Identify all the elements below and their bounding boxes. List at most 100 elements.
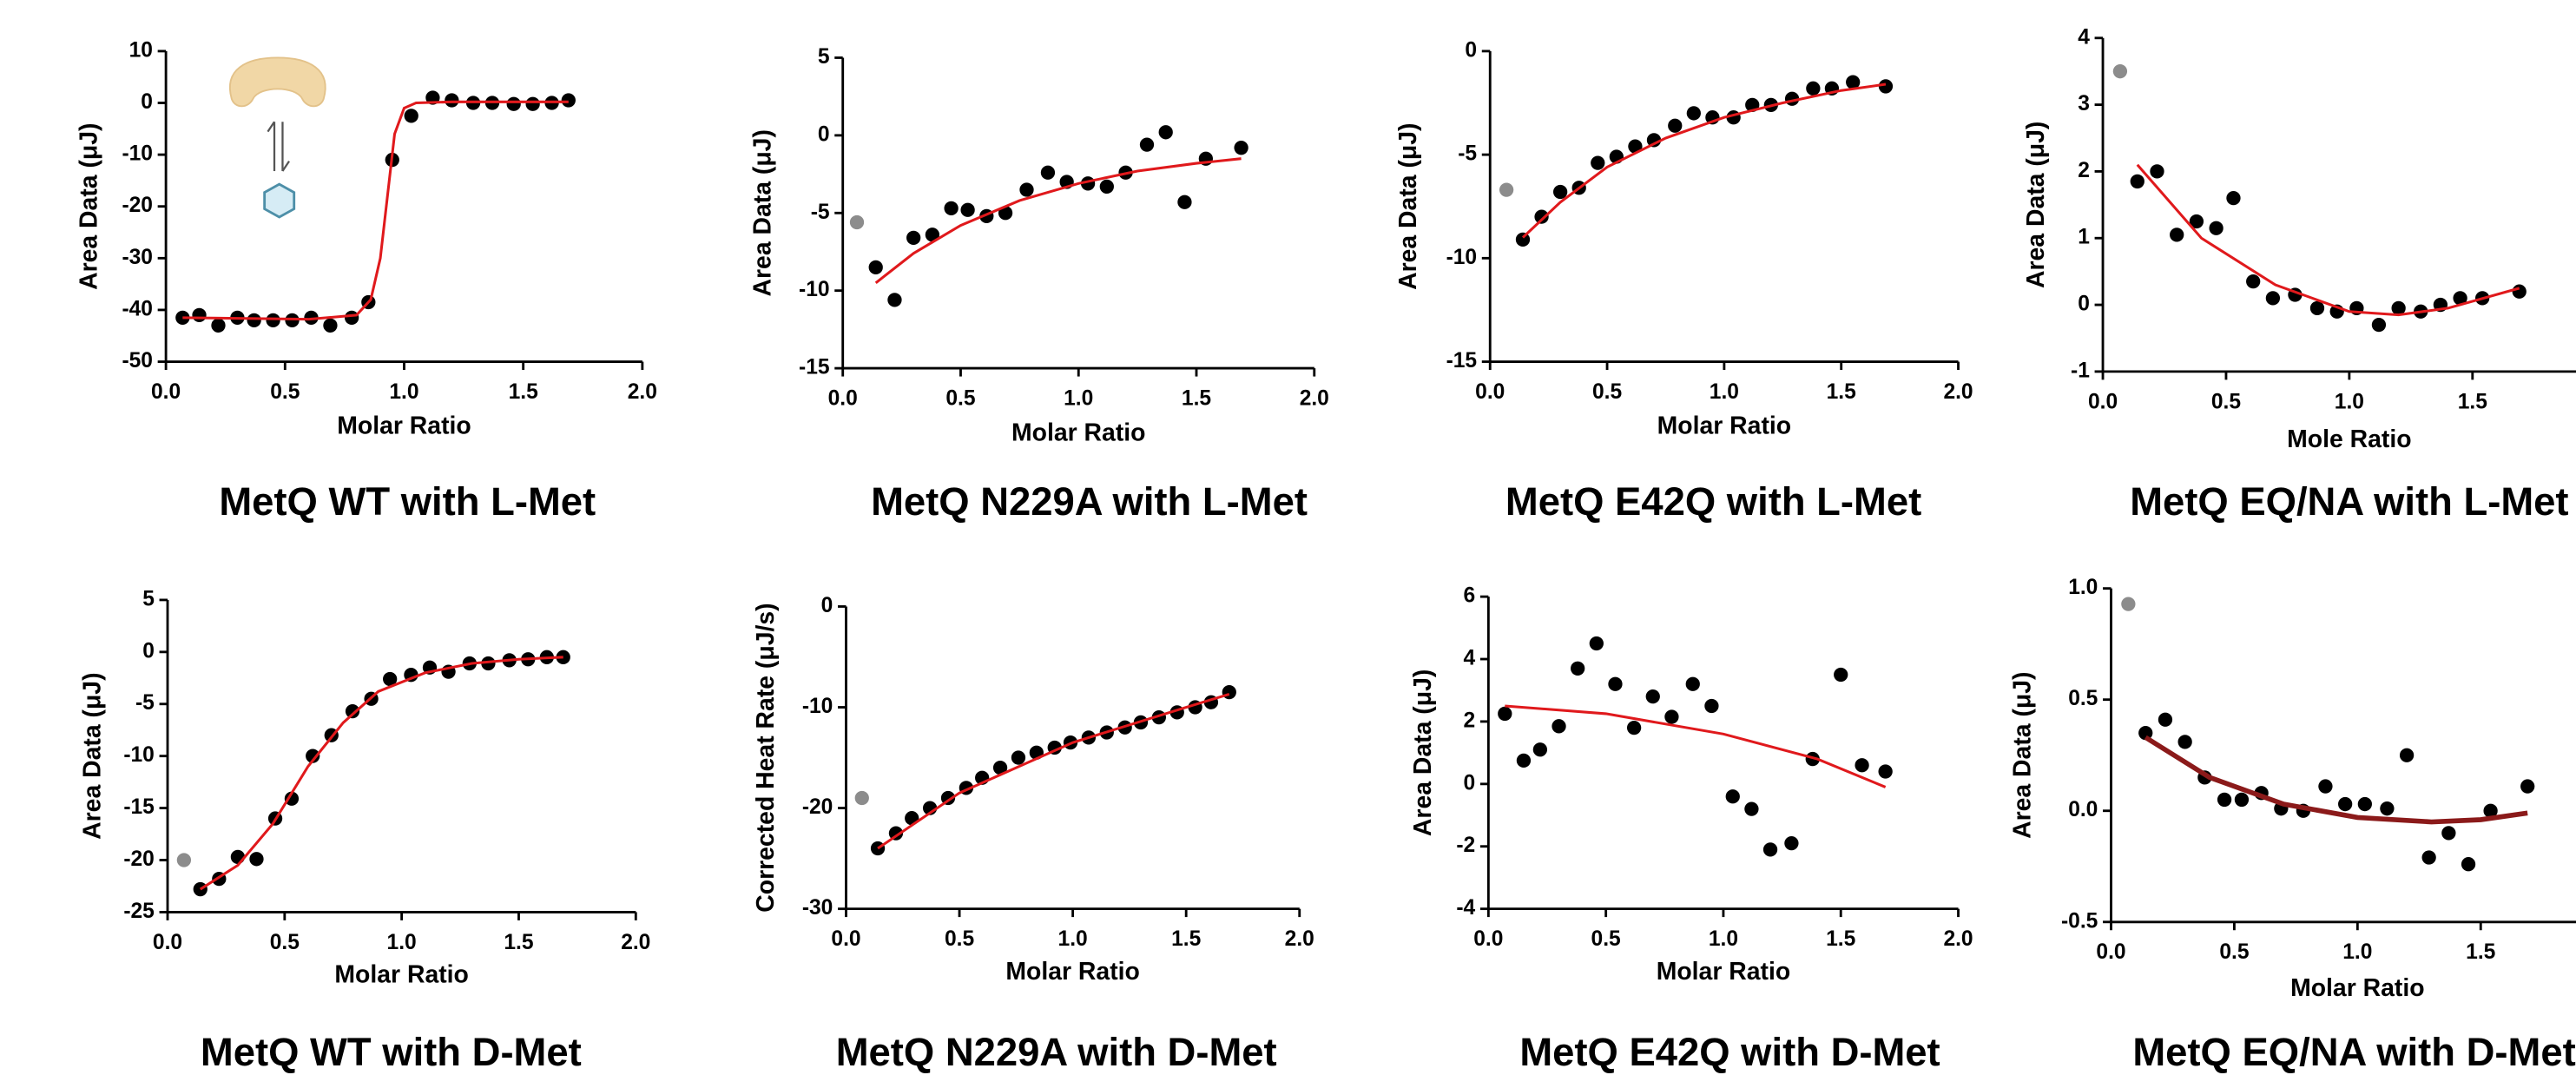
x-tick-label: 1.5 — [2466, 940, 2495, 964]
data-point — [344, 310, 359, 326]
y-tick-label: 6 — [1464, 584, 1476, 608]
y-tick-label: 2 — [1464, 709, 1476, 732]
data-point — [404, 109, 418, 123]
data-point — [1834, 667, 1848, 683]
data-point — [2209, 221, 2224, 235]
data-point — [1762, 842, 1778, 857]
fit-line — [182, 100, 569, 321]
y-tick-label: 4 — [2078, 25, 2090, 49]
data-point — [1515, 232, 1531, 247]
fit-line — [874, 157, 1242, 284]
x-axis-label: Molar Ratio — [2290, 974, 2425, 1002]
y-tick-label: -40 — [122, 297, 153, 320]
data-point — [1571, 661, 1585, 676]
ligand-shape — [263, 182, 296, 219]
y-tick-label: -5 — [1458, 142, 1477, 166]
data-point — [2520, 779, 2535, 794]
data-point — [2150, 164, 2164, 179]
x-axis-label: Molar Ratio — [1011, 419, 1146, 446]
data-point — [2217, 792, 2232, 808]
y-tick-label: -10 — [802, 695, 833, 718]
y-tick-label: 0 — [2078, 293, 2090, 316]
y-tick-label: -50 — [122, 349, 153, 373]
data-point — [506, 96, 521, 111]
chart-title: MetQ N229A with D-Met — [836, 1030, 1277, 1074]
data-point — [2380, 801, 2395, 816]
chart-title: MetQ WT with D-Met — [201, 1030, 582, 1074]
x-axis-label: Molar Ratio — [1657, 412, 1792, 440]
data-point — [176, 853, 192, 867]
data-point — [304, 310, 319, 326]
y-tick-label: 5 — [818, 45, 830, 69]
data-point — [1855, 758, 1869, 773]
data-point — [1645, 689, 1660, 704]
x-tick-label: 0.5 — [270, 931, 300, 954]
x-tick-label: 1.0 — [2335, 390, 2364, 413]
x-axis-label: Molar Ratio — [1657, 958, 1791, 986]
x-tick-label: 2.0 — [1285, 927, 1314, 951]
x-tick-label: 1.0 — [1710, 380, 1739, 404]
chart-title: MetQ E42Q with D-Met — [1519, 1030, 1940, 1074]
x-tick-label: 1.5 — [1182, 387, 1211, 411]
data-point — [445, 93, 459, 108]
y-axis-label: Area Data (μJ) — [2009, 672, 2037, 839]
data-point — [1664, 709, 1679, 724]
y-tick-label: 0 — [1465, 38, 1477, 62]
y-tick-label: -5 — [811, 201, 830, 224]
x-axis-label: Molar Ratio — [337, 412, 471, 440]
data-point — [249, 852, 264, 867]
data-point — [247, 313, 261, 327]
fit-line — [1505, 704, 1887, 788]
data-point — [2234, 792, 2250, 808]
data-point — [944, 201, 959, 216]
data-point — [1040, 165, 1056, 180]
data-point — [230, 849, 246, 865]
data-point — [1177, 195, 1192, 209]
data-point — [1725, 789, 1740, 804]
x-tick-label: 1.0 — [1709, 927, 1738, 951]
x-axis-label: Mole Ratio — [2287, 425, 2411, 453]
x-tick-label: 0.5 — [2211, 390, 2241, 413]
data-point — [998, 206, 1013, 221]
fit-line — [2144, 735, 2528, 825]
data-point — [1158, 125, 1173, 140]
data-point — [556, 650, 570, 664]
y-axis-label: Area Data (μJ) — [1394, 123, 1422, 290]
data-point — [211, 318, 226, 333]
data-point — [888, 826, 904, 841]
data-point — [2158, 712, 2173, 727]
data-point — [2121, 597, 2136, 611]
data-point — [2399, 748, 2415, 762]
x-axis-label: Molar Ratio — [1005, 958, 1140, 986]
y-tick-label: -5 — [135, 691, 155, 715]
fit-line — [2136, 163, 2520, 317]
y-axis-label: Area Data (μJ) — [748, 129, 776, 296]
data-point — [1744, 801, 1759, 816]
data-point — [2112, 64, 2128, 79]
data-point — [1646, 133, 1662, 148]
y-tick-label: -20 — [802, 795, 833, 819]
y-tick-label: -20 — [122, 194, 153, 217]
data-point — [925, 228, 940, 242]
data-point — [323, 318, 338, 333]
data-point — [868, 260, 883, 275]
data-point — [2441, 826, 2456, 841]
data-point — [906, 230, 921, 246]
y-tick-label: 0 — [141, 90, 153, 114]
data-point — [2189, 214, 2204, 229]
arrow-head — [267, 121, 275, 133]
data-point — [854, 790, 869, 806]
chart-title: MetQ EQ/NA with D-Met — [2132, 1030, 2575, 1074]
data-point — [306, 749, 320, 763]
y-tick-label: 0 — [142, 639, 155, 663]
data-point — [2226, 191, 2241, 206]
x-tick-label: 1.0 — [1058, 927, 1088, 951]
fit-line — [877, 692, 1230, 850]
y-tick-label: 4 — [1464, 647, 1476, 670]
data-point — [2177, 735, 2192, 749]
data-point — [1846, 75, 1861, 89]
y-tick-label: 2 — [2078, 159, 2090, 182]
y-tick-label: -15 — [799, 356, 830, 379]
y-tick-label: 0 — [1464, 771, 1476, 795]
